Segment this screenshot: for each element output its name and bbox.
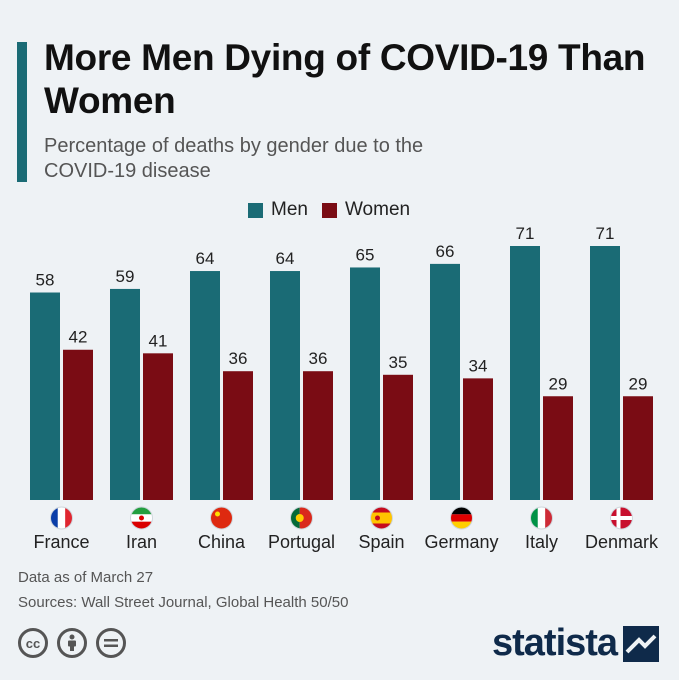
category-label: Germany [424,532,498,552]
legend-label-men: Men [271,199,308,220]
category-label: Iran [126,532,157,552]
accent-bar [17,42,27,182]
flag-denmark-icon [610,506,633,530]
legend: Men Women [248,199,424,221]
no-derivatives-icon[interactable] [96,628,126,658]
legend-label-women: Women [344,199,411,220]
bar-women [303,371,333,500]
data-label-women: 36 [229,349,248,368]
data-label-men: 71 [516,224,535,243]
flag-china-icon [210,506,233,530]
data-label-men: 66 [436,242,455,261]
bar-men [350,267,380,500]
legend-swatch-women [321,202,337,218]
legend-item-women: Women [321,199,411,221]
bar-men [30,292,60,500]
creative-commons-icon[interactable]: cc [18,628,48,658]
flag-portugal-icon [290,506,313,530]
bar-women [463,378,493,500]
flag-iran-icon [130,506,153,530]
flag-france-icon [50,506,73,530]
data-label-men: 58 [36,271,55,290]
bar-men [190,271,220,500]
legend-swatch-men [248,202,263,218]
chart-title: More Men Dying of COVID-19 Than Women [44,37,646,121]
data-label-men: 71 [596,224,615,243]
license-icons: cc [18,628,135,658]
bar-men [430,263,460,500]
bar-men [510,246,540,500]
statista-mark-icon [623,625,660,662]
sources-note: Sources: Wall Street Journal, Global Hea… [18,594,349,611]
bar-women [383,374,413,500]
bar-women [543,396,573,500]
data-label-women: 29 [629,374,648,393]
attribution-icon[interactable] [57,628,87,658]
data-label-women: 42 [69,328,88,347]
bar-women [223,371,253,500]
data-label-men: 65 [356,245,375,264]
bar-men [590,246,620,500]
chart-subtitle: Percentage of deaths by gender due to th… [44,135,424,182]
flag-germany-icon [450,506,473,530]
category-label: Italy [525,532,558,552]
bar-women [143,353,173,500]
bar-men [270,271,300,500]
bar-women [623,396,653,500]
flag-spain-icon [370,506,393,530]
legend-item-men: Men [248,199,308,221]
category-label: France [33,532,89,552]
category-label: Denmark [585,532,659,552]
category-label: Portugal [268,532,335,552]
bar-men [110,288,140,500]
data-label-women: 36 [309,349,328,368]
bar-women [63,349,93,500]
data-label-women: 29 [549,374,568,393]
data-label-men: 64 [196,249,215,268]
data-label-men: 59 [116,267,135,286]
data-label-women: 41 [149,331,168,350]
data-label-women: 34 [469,356,488,375]
statista-logo[interactable]: statista [492,622,660,665]
category-label: China [198,532,246,552]
data-note: Data as of March 27 [18,569,154,586]
statista-wordmark: statista [492,622,618,664]
data-label-men: 64 [276,249,295,268]
data-label-women: 35 [389,353,408,372]
flag-italy-icon [530,506,553,530]
category-label: Spain [358,532,404,552]
